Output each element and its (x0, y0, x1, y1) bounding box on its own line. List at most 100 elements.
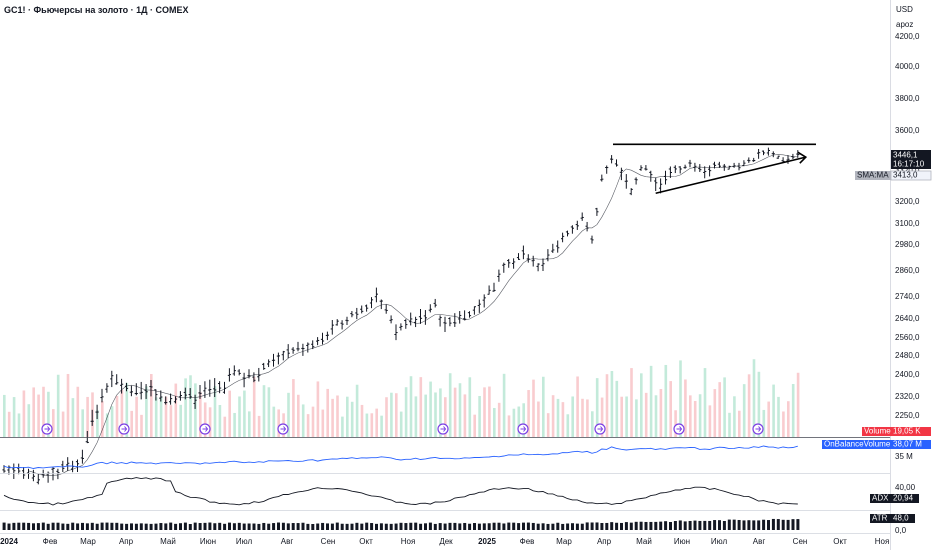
volume-bar (566, 414, 570, 437)
sma-name-label: SMA:MA (857, 171, 889, 180)
volume-bar (311, 406, 315, 437)
time-tick-label: Сен (793, 537, 808, 546)
volume-bar (595, 378, 599, 437)
volume-bar (620, 396, 623, 437)
atr-bar (330, 523, 334, 530)
time-tick-label: Окт (359, 537, 373, 546)
atr-bar (81, 522, 84, 530)
volume-bar (375, 408, 378, 437)
volume-bar (326, 388, 329, 437)
volume-bar (635, 399, 638, 437)
atr-bar (590, 522, 594, 530)
price-tick-label: 2400,0 (895, 370, 920, 379)
volume-bar (615, 380, 619, 437)
obv-name-label-box (822, 440, 891, 449)
volume-bar (483, 387, 486, 437)
atr-bar (688, 520, 692, 530)
volume-bar (718, 382, 721, 437)
volume-bar (199, 392, 202, 437)
volume-bar (654, 395, 658, 437)
price-tick-label: 2640,0 (895, 314, 920, 323)
volume-bar (174, 383, 178, 437)
obv-line (3, 445, 798, 469)
currency-label[interactable]: USD (896, 5, 913, 14)
volume-bar (600, 397, 604, 437)
atr-bar (473, 523, 476, 530)
atr-bar (228, 522, 231, 530)
atr-bar (502, 523, 506, 530)
atr-bar (316, 523, 320, 530)
price-bars (2, 147, 800, 485)
volume-bar (507, 415, 511, 437)
scale-label[interactable]: apoz (896, 20, 914, 29)
volume-bar (669, 381, 672, 437)
atr-bar (394, 523, 398, 530)
volume-bar (571, 396, 574, 437)
volume-bar (248, 411, 251, 437)
volume-bar (301, 404, 305, 437)
volume-bar (787, 401, 790, 437)
obv-value-label: 38,07 M (893, 440, 922, 449)
volume-bar (551, 395, 555, 437)
atr-bar (100, 522, 104, 530)
atr-bar (291, 523, 295, 530)
atr-bar (526, 522, 530, 530)
atr-bar (2, 522, 6, 530)
atr-bar (551, 523, 555, 530)
arrow-icon (755, 426, 762, 432)
price-axis[interactable]: 4200,0 4000,0 3800,0 3600,0 3320,0 3200,0 3100… (895, 32, 920, 535)
atr-bar (409, 522, 413, 530)
time-axis[interactable]: 2024 Фев Мар Апр Май Июн Июл Авг Сен Окт Ноя Дек 202… (0, 537, 889, 546)
atr-bar (399, 522, 403, 530)
time-tick-label: Июл (236, 537, 253, 546)
volume-bar (512, 408, 516, 437)
price-tick-label: 2480,0 (895, 351, 920, 360)
volume-bar (448, 373, 452, 437)
volume-bar (238, 396, 241, 437)
atr-bar (767, 520, 770, 530)
volume-bar (762, 409, 766, 437)
volume-bar (350, 401, 354, 437)
volume-bar (478, 395, 481, 437)
volume-bar (380, 415, 383, 437)
volume-bar (7, 411, 11, 437)
volume-bar (522, 403, 525, 437)
atr-bar (164, 523, 168, 530)
volume-bar (316, 381, 320, 437)
price-tick-label: 2250,0 (895, 411, 920, 420)
atr-bar (683, 521, 687, 530)
volume-bar (796, 372, 800, 437)
atr-bar (76, 523, 80, 530)
event-markers[interactable] (41, 423, 764, 435)
atr-bar (585, 522, 589, 530)
atr-bar (179, 523, 182, 530)
volume-bar (297, 394, 300, 437)
adx-value-label-box (891, 494, 919, 503)
atr-bar (169, 522, 173, 530)
atr-bar (468, 523, 472, 530)
volume-bar (703, 368, 707, 437)
atr-bar (71, 522, 75, 530)
atr-bar (610, 522, 614, 530)
atr-bar (340, 523, 344, 530)
atr-bar (237, 522, 241, 530)
adx-value-label: 20,94 (893, 494, 914, 503)
atr-bar (51, 522, 55, 530)
volume-bar (517, 406, 521, 437)
atr-bar (654, 521, 658, 530)
drawings[interactable] (613, 143, 816, 195)
atr-bar (267, 523, 271, 530)
volume-bar (757, 371, 761, 437)
price-tick-label: 2320,0 (895, 392, 920, 401)
obv-name-label: OnBalanceVolume (824, 440, 891, 449)
volume-bar (458, 383, 462, 437)
atr-bar (296, 523, 300, 530)
arrow-icon (676, 426, 683, 432)
current-price-label-box (891, 150, 931, 160)
volume-bar (71, 398, 75, 437)
arrow-icon (202, 426, 209, 432)
atr-bar (257, 523, 261, 530)
trendline-arrow (797, 151, 808, 164)
price-tick-label: 4000,0 (895, 62, 920, 71)
